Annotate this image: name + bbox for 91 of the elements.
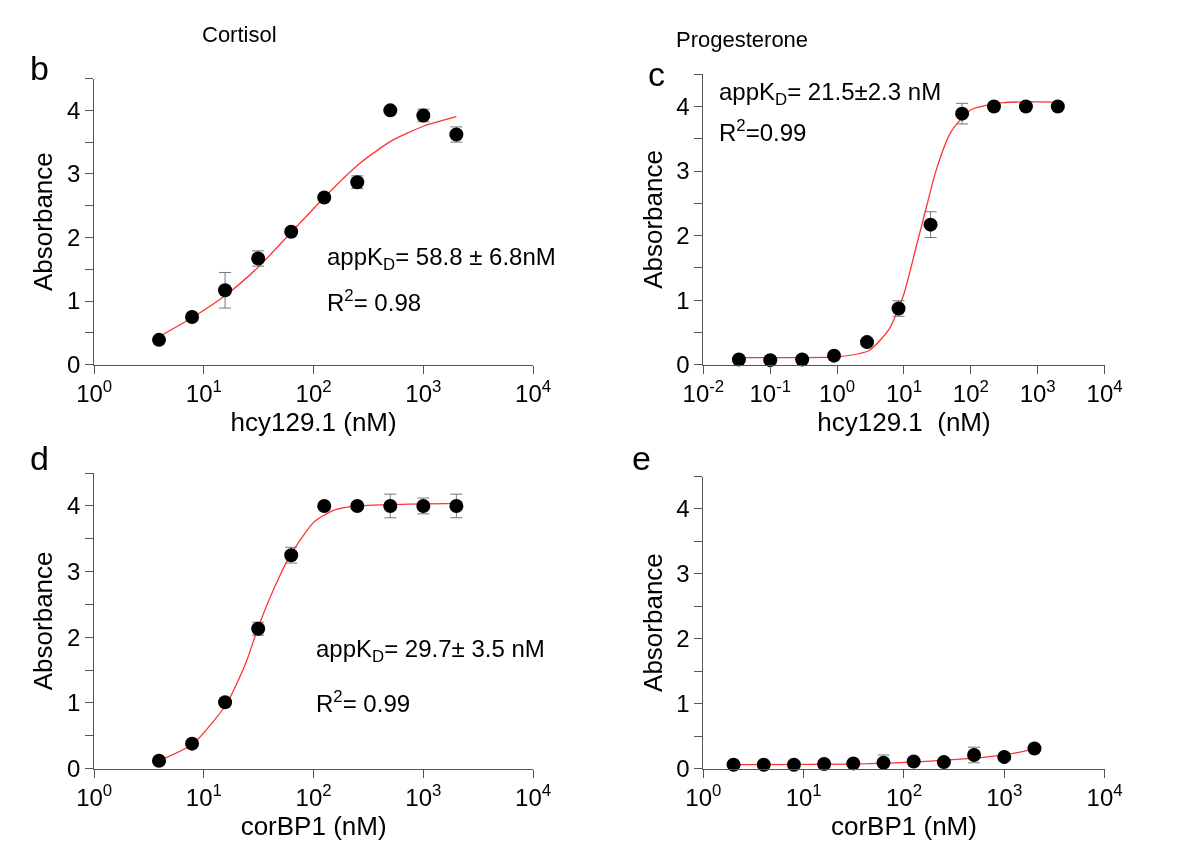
x-tick-label: 10$^{4}$ — [515, 377, 552, 408]
x-tick-label: 10$^{4}$ — [1086, 377, 1123, 408]
y-tick-label: 0 — [66, 351, 81, 379]
point — [846, 756, 861, 771]
point — [1027, 741, 1042, 756]
y-tick-label: 4 — [66, 492, 81, 520]
point — [185, 736, 200, 751]
y-tick-label: 0 — [676, 351, 690, 379]
point — [317, 498, 332, 513]
x-axis-title: hcy129.1 (nM) — [230, 407, 397, 438]
y-tick-label: 1 — [676, 286, 690, 314]
point — [152, 753, 167, 768]
annotation: appK$_{D}$= 29.7± 3.5 nM — [316, 635, 545, 667]
point — [317, 190, 332, 205]
x-tick-label: 10$^{1}$ — [885, 377, 922, 408]
y-tick-label: 1 — [66, 287, 81, 315]
y-axis-title: Absorbance — [28, 551, 59, 691]
y-tick-label: 4 — [676, 495, 690, 523]
y-axis-title: Absorbance — [637, 150, 668, 289]
point — [350, 498, 365, 513]
y-tick-label: 4 — [676, 92, 690, 120]
point — [383, 103, 398, 118]
point — [383, 498, 398, 513]
text: b — [30, 49, 49, 87]
point — [1050, 99, 1065, 114]
point — [152, 332, 167, 347]
annotation: R$^{2}$= 0.99 — [316, 687, 411, 718]
y-axis-title: Absorbance — [637, 553, 668, 692]
point — [936, 755, 951, 770]
x-axis-title: hcy129.1 (nM) — [817, 407, 991, 438]
y-tick-label: 0 — [676, 755, 690, 782]
x-tick-label: 10$^{2}$ — [885, 781, 922, 812]
x-tick-label: 10$^{2}$ — [952, 377, 989, 408]
y-tick-label: 1 — [66, 689, 81, 717]
x-tick-label: 10$^{0}$ — [76, 781, 113, 812]
point — [860, 335, 874, 350]
x-tick-label: 10$^{1}$ — [185, 781, 222, 812]
chart-title: Progesterone — [676, 27, 809, 52]
y-tick-label: 2 — [676, 222, 690, 250]
x-tick-label: 10$^{-1}$ — [749, 377, 792, 408]
y-axis-title: Absorbance — [28, 152, 59, 291]
x-tick-label: 10$^{1}$ — [185, 377, 222, 408]
point — [997, 749, 1012, 764]
chart-title: Cortisol — [202, 22, 277, 47]
x-tick-label: 10$^{-2}$ — [682, 377, 725, 408]
point — [763, 353, 778, 368]
y-tick-label: 2 — [66, 623, 81, 651]
y-tick-label: 3 — [676, 560, 690, 588]
y-tick-label: 0 — [66, 755, 81, 782]
point — [284, 224, 299, 239]
x-axis-title: corBP1 (nM) — [240, 811, 387, 842]
text: e — [632, 439, 651, 477]
point — [906, 754, 921, 769]
point — [795, 352, 810, 367]
annotation: appK$_{D}$= 21.5±2.3 nM — [719, 78, 942, 110]
annotation: R$^{2}$= 0.98 — [327, 286, 422, 317]
y-tick-label: 3 — [66, 558, 81, 586]
x-tick-label: 10$^{3}$ — [986, 781, 1023, 812]
point — [817, 757, 832, 772]
x-tick-label: 10$^{4}$ — [515, 781, 552, 812]
point — [449, 498, 464, 513]
y-tick-label: 3 — [676, 157, 690, 185]
x-tick-label: 10$^{0}$ — [819, 377, 856, 408]
annotation: appK$_{D}$= 58.8 ± 6.8nM — [327, 243, 556, 275]
point — [218, 695, 233, 710]
x-tick-label: 10$^{3}$ — [1019, 377, 1056, 408]
x-tick-label: 10$^{2}$ — [295, 781, 332, 812]
y-tick-label: 2 — [676, 625, 690, 653]
y-tick-label: 3 — [66, 160, 81, 188]
text: c — [648, 55, 665, 93]
x-tick-label: 10$^{1}$ — [785, 781, 822, 812]
x-tick-label: 10$^{3}$ — [405, 377, 442, 408]
x-tick-label: 10$^{0}$ — [76, 377, 113, 408]
point — [955, 106, 970, 121]
point — [923, 217, 938, 232]
x-tick-label: 10$^{4}$ — [1086, 781, 1123, 812]
point — [731, 352, 746, 367]
point — [1018, 99, 1033, 114]
annotation: R$^{2}$=0.99 — [719, 116, 807, 147]
y-tick-label: 1 — [676, 690, 690, 718]
point — [218, 283, 233, 298]
point — [827, 348, 842, 363]
x-axis-title: corBP1 (nM) — [831, 811, 977, 842]
x-tick-label: 10$^{2}$ — [295, 377, 332, 408]
point — [987, 99, 1001, 114]
text: d — [30, 439, 49, 477]
x-tick-label: 10$^{3}$ — [405, 781, 442, 812]
point — [185, 309, 200, 324]
y-tick-label: 4 — [66, 96, 81, 124]
x-tick-label: 10$^{0}$ — [685, 781, 722, 812]
y-tick-label: 2 — [66, 223, 81, 251]
